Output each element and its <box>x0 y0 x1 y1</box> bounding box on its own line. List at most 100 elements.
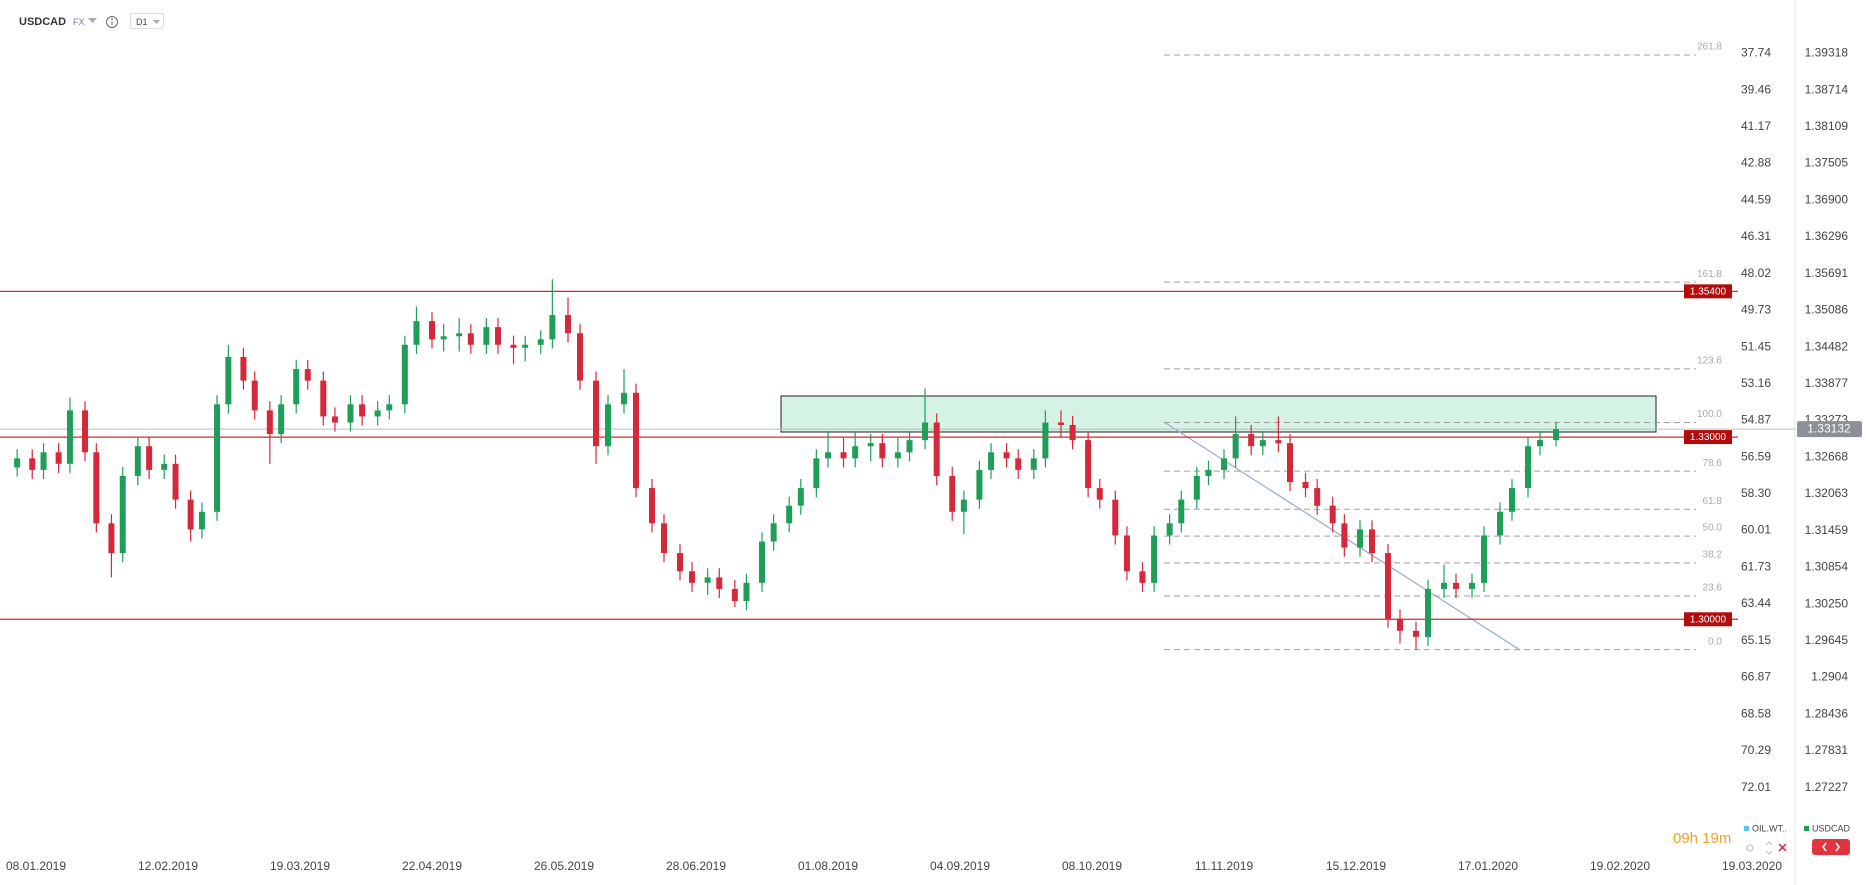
candle-body <box>413 321 420 345</box>
candle-body <box>1357 529 1363 548</box>
candle-body <box>240 356 247 381</box>
move-icon[interactable] <box>1765 841 1773 855</box>
candle-body <box>1509 488 1515 512</box>
candle-body <box>1112 499 1119 536</box>
y2-tick-label: 58.30 <box>1741 486 1771 500</box>
interval-caret <box>153 20 160 24</box>
candle-body <box>1085 440 1092 489</box>
toggle-button[interactable] <box>1812 839 1850 855</box>
y-tick-label: 1.39318 <box>1805 46 1849 60</box>
y-tick-label: 1.35086 <box>1805 303 1849 317</box>
eye-icon[interactable] <box>1746 844 1754 852</box>
candle-body <box>1232 434 1239 459</box>
y-tick-label: 1.29645 <box>1805 633 1849 647</box>
x-tick-label: 11.11.2019 <box>1195 859 1254 873</box>
candle-body <box>786 505 793 524</box>
remove-icon[interactable] <box>1778 843 1787 852</box>
level-label-box <box>1684 430 1732 445</box>
level-label-box <box>1684 284 1732 299</box>
candle-body <box>1205 469 1212 476</box>
y2-tick-label: 53.16 <box>1741 376 1771 390</box>
candle-body <box>1069 424 1076 441</box>
candle-body <box>605 404 611 447</box>
fib-label: 0.0 <box>1708 636 1722 647</box>
candle-body <box>988 452 995 470</box>
candle-body <box>1139 571 1146 583</box>
toggle-icon <box>1822 842 1840 852</box>
candle-body <box>1469 582 1475 589</box>
x-tick-label: 08.10.2019 <box>1062 859 1122 873</box>
y2-tick-label: 66.87 <box>1741 670 1771 684</box>
candle-body <box>922 422 929 441</box>
y2-tick-label: 70.29 <box>1741 743 1771 757</box>
x-tick-label: 01.08.2019 <box>798 859 858 873</box>
candle-body <box>731 588 738 602</box>
y-tick-label: 1.27227 <box>1805 780 1849 794</box>
candle-body <box>1275 440 1282 444</box>
fib-label: 78.6 <box>1703 458 1723 469</box>
candle-body <box>759 541 765 583</box>
candle-body <box>1166 523 1173 536</box>
candle-body <box>1193 475 1200 500</box>
interval-select[interactable]: D1 <box>130 13 164 29</box>
fib-label: 123.6 <box>1697 356 1722 367</box>
symbol[interactable]: USDCAD <box>19 16 67 28</box>
y-tick-label: 1.32668 <box>1805 449 1849 463</box>
candle-body <box>1441 582 1447 589</box>
x-tick-label: 08.01.2019 <box>6 859 66 873</box>
fib-label: 38.2 <box>1703 550 1723 561</box>
x-tick-label: 28.06.2019 <box>666 859 726 873</box>
candle-body <box>347 404 354 423</box>
info-icon[interactable] <box>105 15 119 29</box>
candle-body <box>1003 452 1010 459</box>
fib-label: 100.0 <box>1697 409 1722 420</box>
candle-body <box>29 458 36 470</box>
candle-body <box>1178 499 1185 524</box>
candle-body <box>949 475 956 512</box>
legend-label: OIL.WT.. <box>1752 823 1787 833</box>
candle-body <box>66 410 73 464</box>
candle-body <box>867 443 874 447</box>
y2-tick-label: 68.58 <box>1741 706 1771 720</box>
candle-body <box>293 369 300 405</box>
fib-label: 50.0 <box>1703 523 1723 534</box>
y2-tick-label: 72.01 <box>1741 780 1771 794</box>
candle-body <box>1497 511 1503 536</box>
last-price-box <box>1797 421 1862 438</box>
candle-body <box>1525 446 1531 489</box>
supply-zone[interactable] <box>780 395 1657 433</box>
candle-body <box>429 321 435 340</box>
fib-label: 161.8 <box>1697 269 1722 280</box>
candle-body <box>172 463 179 500</box>
candle-body <box>1481 535 1487 583</box>
market-caret[interactable] <box>88 18 97 24</box>
candle-body <box>621 392 627 405</box>
candle-body <box>320 380 327 417</box>
candle-body <box>1096 488 1103 500</box>
candle-body <box>770 523 777 542</box>
candle-body <box>1413 630 1419 637</box>
candle-body <box>1553 429 1559 441</box>
x-tick-label: 12.02.2019 <box>138 859 198 873</box>
candle-body <box>40 452 47 470</box>
candle-body <box>716 577 723 589</box>
candle-body <box>55 452 62 464</box>
x-tick-label: 19.03.2019 <box>270 859 330 873</box>
candle-body <box>1369 529 1375 554</box>
last-price-label: 1.33132 <box>1807 422 1851 436</box>
candle-body <box>1042 422 1049 459</box>
y-tick-label: 1.36296 <box>1805 229 1849 243</box>
candle-body <box>1302 482 1309 489</box>
candle-body <box>1151 535 1158 583</box>
market[interactable]: FX <box>73 17 85 27</box>
y-tick-label: 1.37505 <box>1805 156 1849 170</box>
y-tick-label: 1.2904 <box>1811 670 1848 684</box>
y-tick-label: 1.38109 <box>1805 119 1849 133</box>
y-tick-label: 1.36900 <box>1805 192 1849 206</box>
candle-body <box>146 446 153 470</box>
candle-body <box>689 571 695 583</box>
candle-body <box>483 327 490 345</box>
candle-body <box>278 404 285 435</box>
candle-body <box>401 344 408 405</box>
